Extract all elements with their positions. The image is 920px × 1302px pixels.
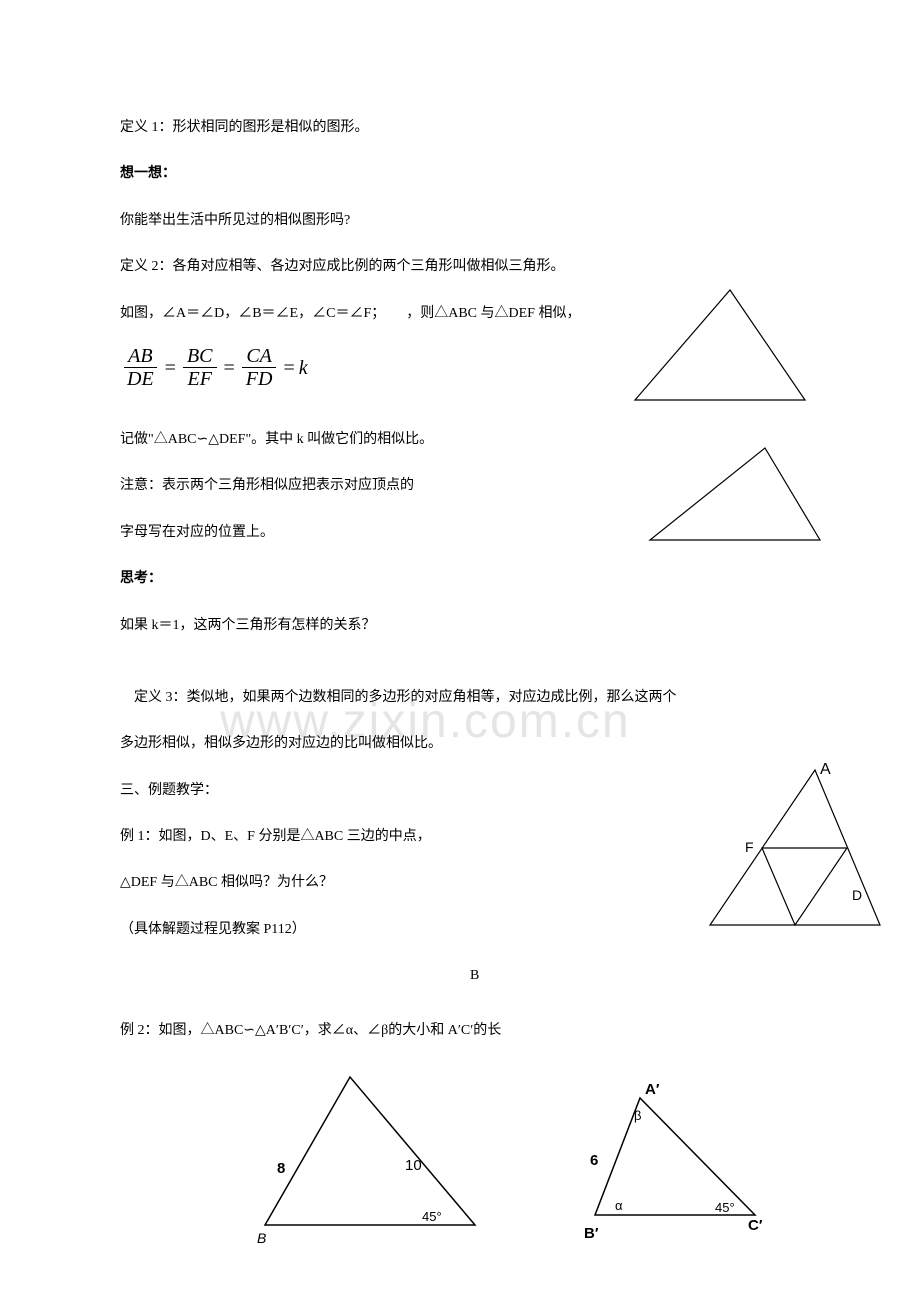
think2-header: 思考： bbox=[120, 561, 800, 597]
note-line1: 注意：表示两个三角形相似应把表示对应顶点的 bbox=[120, 468, 800, 504]
vertex-b2: B bbox=[257, 1230, 266, 1245]
bottom-right-triangle: A′ β 6 α 45° B′ C′ bbox=[570, 1080, 790, 1255]
think-question: 你能举出生活中所见过的相似图形吗? bbox=[120, 203, 800, 239]
angle-45b: 45° bbox=[715, 1200, 735, 1215]
angle-beta: β bbox=[634, 1108, 641, 1123]
frac1-den: DE bbox=[123, 368, 158, 390]
side-6: 6 bbox=[590, 1152, 598, 1169]
frac3-num: CA bbox=[242, 345, 276, 368]
example-1a: 例 1：如图，D、E、F 分别是△ABC 三边的中点， bbox=[120, 819, 800, 855]
frac3-den: FD bbox=[242, 368, 277, 390]
frac2-num: BC bbox=[183, 345, 217, 368]
label-b: B bbox=[470, 958, 920, 994]
definition-2: 定义 2：各角对应相等、各边对应成比例的两个三角形叫做相似三角形。 bbox=[120, 249, 800, 285]
angle-alpha: α bbox=[615, 1198, 623, 1213]
ratio-formula: AB DE = BC EF = CA FD = k bbox=[120, 342, 800, 394]
vertex-b-prime: B′ bbox=[584, 1225, 599, 1242]
note-line2: 字母写在对应的位置上。 bbox=[120, 515, 800, 551]
example-1c: （具体解题过程见教案 P112） bbox=[120, 912, 800, 948]
bottom-left-triangle: 8 10 45° B bbox=[245, 1065, 505, 1245]
vertex-a-prime: A′ bbox=[645, 1081, 660, 1098]
as-shown-text: 如图，∠A＝∠D，∠B＝∠E，∠C＝∠F； ，则△ABC 与△DEF 相似， bbox=[120, 296, 800, 332]
example-1b: △DEF 与△ABC 相似吗？为什么？ bbox=[120, 865, 800, 901]
angle-45: 45° bbox=[422, 1209, 442, 1224]
formula-k: k bbox=[299, 342, 308, 394]
section-3-header: 三、例题教学： bbox=[120, 773, 800, 809]
side-8: 8 bbox=[277, 1160, 285, 1177]
recorded-as: 记做"△ABC∽△DEF"。其中 k 叫做它们的相似比。 bbox=[120, 422, 800, 458]
think-header: 想一想： bbox=[120, 156, 800, 192]
vertex-a: A bbox=[820, 761, 831, 778]
definition-3a: 定义 3：类似地，如果两个边数相同的多边形的对应角相等，对应边成比例，那么这两个 bbox=[120, 680, 800, 716]
vertex-d: D bbox=[852, 887, 862, 903]
think2-question: 如果 k＝1，这两个三角形有怎样的关系？ bbox=[120, 608, 800, 644]
frac2-den: EF bbox=[184, 368, 216, 390]
side-10: 10 bbox=[405, 1157, 422, 1174]
frac1-num: AB bbox=[124, 345, 156, 368]
definition-3b: 多边形相似，相似多边形的对应边的比叫做相似比。 bbox=[120, 726, 800, 762]
example-2: 例 2：如图，△ABC∽△A′B′C′，求∠α、∠β的大小和 A′C′的长 bbox=[120, 1013, 800, 1049]
vertex-c-prime: C′ bbox=[748, 1217, 763, 1234]
definition-1: 定义 1：形状相同的图形是相似的图形。 bbox=[120, 110, 800, 146]
